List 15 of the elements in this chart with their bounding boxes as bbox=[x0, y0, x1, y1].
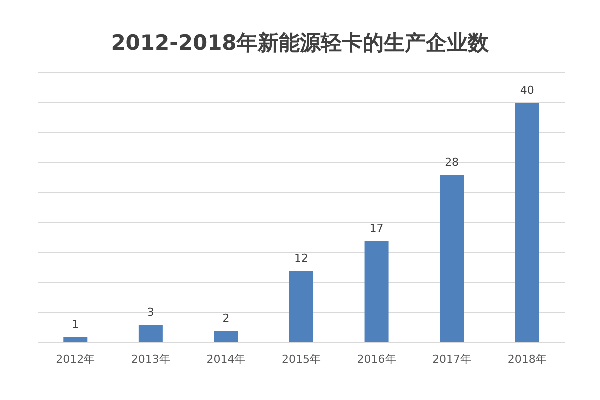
x-tick-label: 2014年 bbox=[206, 353, 246, 366]
data-label: 3 bbox=[147, 306, 154, 319]
x-tick-label: 2017年 bbox=[432, 353, 472, 366]
x-tick-label: 2018年 bbox=[508, 353, 547, 366]
x-tick-label: 2015年 bbox=[282, 353, 321, 366]
data-label: 28 bbox=[445, 156, 460, 169]
x-tick-label: 2012年 bbox=[56, 353, 96, 366]
x-tick-label: 2013年 bbox=[131, 353, 170, 366]
title: 2012-2018年新能源轻卡的生产企业数 bbox=[111, 31, 489, 55]
data-label: 1 bbox=[72, 318, 80, 331]
data-label: 40 bbox=[520, 84, 534, 97]
data-label: 17 bbox=[370, 222, 384, 235]
data-label: 12 bbox=[294, 252, 308, 265]
data-label: 2 bbox=[222, 312, 230, 325]
x-tick-label: 2016年 bbox=[357, 353, 396, 366]
